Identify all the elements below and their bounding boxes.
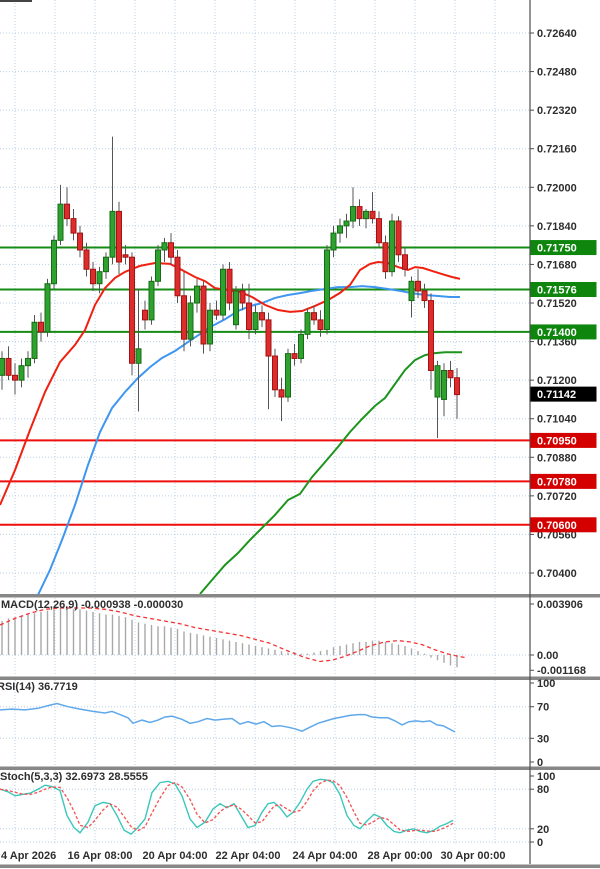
axis-tick-label: 20: [537, 824, 549, 836]
axis-tick-label: 0.70720: [537, 491, 577, 503]
axis-tick-label: 0.72320: [537, 105, 577, 117]
svg-text:0.70600: 0.70600: [537, 520, 577, 532]
axis-tick-label: 0.00: [537, 650, 558, 662]
x-axis-date-label: 30 Apr 00:00: [440, 850, 505, 862]
axis-tick-label: 0.71200: [537, 375, 577, 387]
stochastic-indicator-label: Stoch(5,3,3) 32.6973 28.5555: [0, 771, 148, 783]
axis-tick-label: 30: [537, 733, 549, 745]
x-axis-date-label: 28 Apr 00:00: [367, 850, 432, 862]
stoch-d-line: [0, 779, 454, 833]
axis-labels-layer: 0.72640 0.72480 0.72320 0.72160 0.72000 0.718…: [530, 28, 597, 849]
svg-text:0.71750: 0.71750: [537, 243, 577, 255]
gridlines-layer: [0, 0, 530, 845]
rsi-layer: [0, 702, 456, 733]
x-axis-date-label: 16 Apr 08:00: [67, 850, 132, 862]
resistance-price-label: [530, 324, 597, 340]
axis-tick-label: 0.71840: [537, 221, 577, 233]
resistance-price-label: [530, 281, 597, 297]
axis-tick-label: 0.70400: [537, 568, 577, 580]
svg-text:0.71400: 0.71400: [537, 327, 577, 339]
x-axis-date-label: 22 Apr 04:00: [215, 850, 280, 862]
axis-tick-label: 0.71680: [537, 259, 577, 271]
axis-tick-label: 100: [537, 678, 555, 690]
support-price-label: [530, 432, 597, 448]
support-price-label: [530, 517, 597, 533]
svg-text:0.70950: 0.70950: [537, 435, 577, 447]
svg-text:0.70780: 0.70780: [537, 476, 577, 488]
macd-layer: [0, 607, 467, 668]
resistance-price-label: [530, 240, 597, 256]
axis-tick-label: 0.72000: [537, 182, 577, 194]
axis-tick-label: 0.71520: [537, 298, 577, 310]
ma-red-fast: [0, 260, 461, 506]
axis-tick-label: 0.72640: [537, 28, 577, 40]
axis-tick-label: 0.003906: [537, 599, 583, 611]
axis-tick-label: 0.72480: [537, 67, 577, 79]
ma-green-slow: [199, 351, 462, 595]
stochastic-layer: [0, 778, 454, 835]
axis-tick-label: 0: [537, 757, 543, 769]
rsi-indicator-label: RSI(14) 36.7719: [0, 681, 78, 693]
axis-tick-label: 100: [537, 771, 555, 783]
moving-averages-layer: [0, 260, 462, 596]
macd-indicator-label: MACD(12,26,9) -0.000938 -0.000030: [1, 599, 184, 611]
axis-tick-label: 80: [537, 784, 549, 796]
rsi-line: [0, 702, 456, 733]
support-price-label: [530, 473, 597, 489]
current-price-label: [530, 386, 597, 402]
axis-tick-label: 0.70560: [537, 529, 577, 541]
axis-tick-label: 0: [537, 837, 543, 849]
axis-tick-label: 0.71360: [537, 337, 577, 349]
x-axis-date-label: 4 Apr 2026: [1, 850, 56, 862]
support-resistance-layer: [0, 246, 530, 526]
svg-text:0.71142: 0.71142: [537, 389, 576, 401]
axis-tick-label: 0.72160: [537, 144, 577, 156]
candles-layer: [0, 136, 460, 438]
macd-signal-line: [0, 607, 467, 663]
axis-tick-label: 70: [537, 702, 549, 714]
svg-text:0.71576: 0.71576: [537, 284, 577, 296]
stoch-k-line: [0, 778, 454, 835]
x-axis-layer: 4 Apr 2026 16 Apr 08:00 20 Apr 04:00 22 Apr…: [1, 850, 506, 862]
x-axis-date-label: 24 Apr 04:00: [292, 850, 357, 862]
axis-tick-label: 0.71040: [537, 414, 577, 426]
axis-tick-label: 0.70880: [537, 452, 577, 464]
x-axis-date-label: 20 Apr 04:00: [142, 850, 207, 862]
axis-tick-label: -0.001168: [537, 665, 586, 677]
